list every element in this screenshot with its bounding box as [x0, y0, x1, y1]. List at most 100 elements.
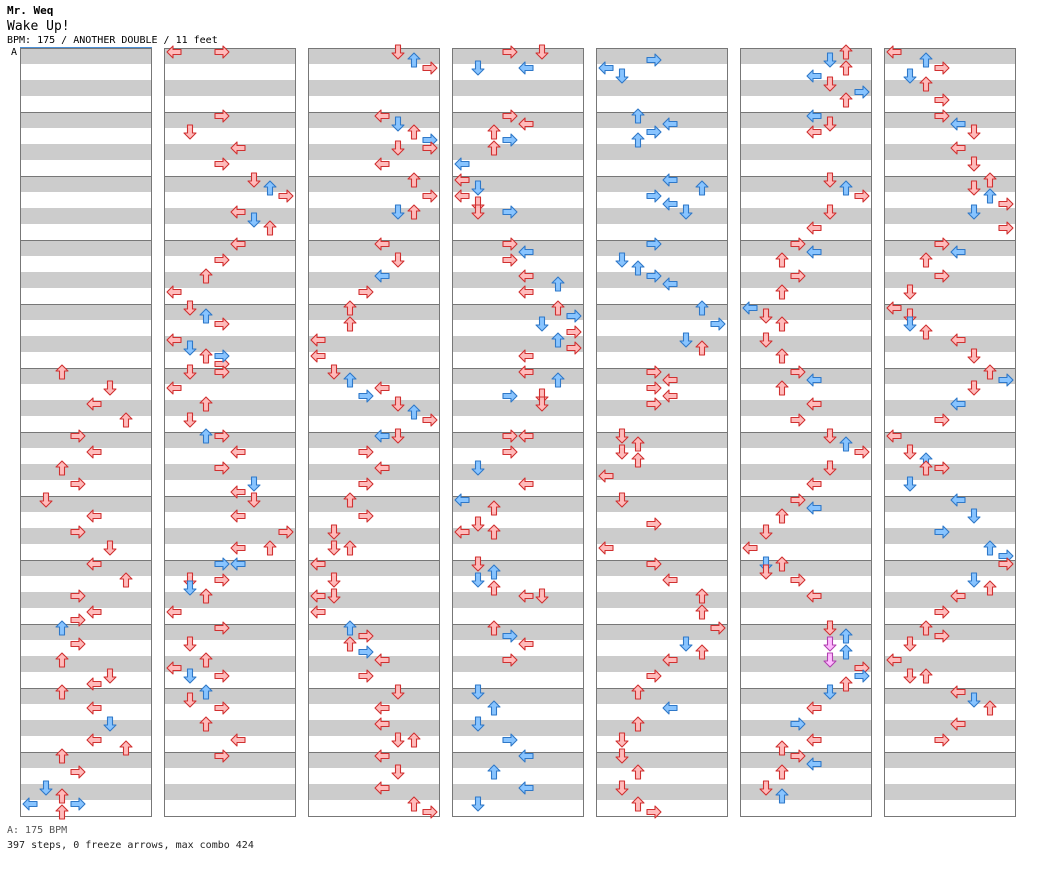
arrow-up-icon — [487, 700, 501, 716]
arrow-up-icon — [343, 372, 357, 388]
arrow-right-icon — [790, 269, 806, 283]
arrow-up-icon — [551, 276, 565, 292]
row-stripe — [308, 256, 440, 272]
row-stripe — [164, 800, 296, 816]
row-stripe — [164, 496, 296, 512]
arrow-left-icon — [742, 541, 758, 555]
arrow-up-icon — [631, 684, 645, 700]
arrow-up-icon — [263, 180, 277, 196]
row-stripe — [20, 768, 152, 784]
arrow-left-icon — [598, 469, 614, 483]
row-stripe — [884, 640, 1016, 656]
arrow-left-icon — [806, 125, 822, 139]
arrow-down-icon — [183, 340, 197, 356]
arrow-left-icon — [166, 381, 182, 395]
arrow-right-icon — [422, 805, 438, 819]
arrow-right-icon — [854, 85, 870, 99]
row-stripe — [20, 688, 152, 704]
arrow-down-icon — [967, 348, 981, 364]
artist-name: Mr. Weq — [7, 4, 54, 17]
row-stripe — [452, 384, 584, 400]
arrow-up-icon — [839, 436, 853, 452]
arrow-left-icon — [806, 69, 822, 83]
arrow-down-icon — [535, 44, 549, 60]
arrow-left-icon — [518, 349, 534, 363]
arrow-down-icon — [183, 364, 197, 380]
arrow-down-icon — [391, 252, 405, 268]
row-stripe — [308, 592, 440, 608]
arrow-left-icon — [310, 557, 326, 571]
row-stripe — [740, 112, 872, 128]
arrow-up-icon — [487, 764, 501, 780]
row-stripe — [308, 464, 440, 480]
row-stripe — [884, 784, 1016, 800]
chart-column — [452, 48, 584, 817]
arrow-left-icon — [662, 277, 678, 291]
row-stripe — [884, 592, 1016, 608]
arrow-left-icon — [950, 245, 966, 259]
arrow-right-icon — [998, 557, 1014, 571]
row-stripe — [308, 80, 440, 96]
column-border — [308, 48, 440, 817]
row-stripe — [308, 240, 440, 256]
arrow-up-icon — [775, 764, 789, 780]
arrow-left-icon — [166, 605, 182, 619]
arrow-up-icon — [695, 180, 709, 196]
arrow-up-icon — [343, 636, 357, 652]
row-stripe — [884, 240, 1016, 256]
row-stripe — [884, 80, 1016, 96]
arrow-right-icon — [70, 525, 86, 539]
arrow-left-icon — [806, 373, 822, 387]
arrow-down-icon — [759, 780, 773, 796]
row-stripe — [596, 336, 728, 352]
row-stripe — [884, 672, 1016, 688]
arrow-left-icon — [454, 173, 470, 187]
column-border — [164, 48, 296, 817]
arrow-right-icon — [790, 365, 806, 379]
arrow-up-icon — [631, 796, 645, 812]
arrow-right-icon — [566, 309, 582, 323]
arrow-up-icon — [487, 524, 501, 540]
arrow-right-icon — [502, 733, 518, 747]
row-stripe — [452, 320, 584, 336]
row-stripe — [740, 784, 872, 800]
row-stripe — [452, 720, 584, 736]
row-stripe — [452, 656, 584, 672]
arrow-right-icon — [790, 237, 806, 251]
row-stripe — [452, 128, 584, 144]
row-stripe — [308, 528, 440, 544]
row-stripe — [164, 416, 296, 432]
row-stripe — [20, 320, 152, 336]
row-stripe — [164, 288, 296, 304]
row-stripe — [308, 112, 440, 128]
arrow-down-icon — [327, 572, 341, 588]
row-stripe — [164, 448, 296, 464]
arrow-up-icon — [199, 268, 213, 284]
row-stripe — [452, 368, 584, 384]
row-stripe — [740, 48, 872, 64]
row-stripe — [740, 672, 872, 688]
row-stripe — [164, 368, 296, 384]
arrow-right-icon — [646, 189, 662, 203]
arrow-right-icon — [646, 557, 662, 571]
arrow-down-icon — [391, 764, 405, 780]
row-stripe — [20, 208, 152, 224]
row-stripe — [884, 144, 1016, 160]
arrow-down-icon — [903, 68, 917, 84]
row-stripe — [308, 752, 440, 768]
row-stripe — [596, 400, 728, 416]
row-stripe — [308, 96, 440, 112]
arrow-left-icon — [22, 797, 38, 811]
row-stripe — [20, 96, 152, 112]
arrow-left-icon — [230, 509, 246, 523]
arrow-left-icon — [518, 365, 534, 379]
arrow-right-icon — [934, 525, 950, 539]
row-stripe — [740, 240, 872, 256]
arrow-left-icon — [86, 397, 102, 411]
arrow-left-icon — [950, 493, 966, 507]
arrow-right-icon — [214, 461, 230, 475]
arrow-left-icon — [950, 717, 966, 731]
arrow-up-icon — [55, 684, 69, 700]
row-stripe — [596, 128, 728, 144]
bpm-marker-line — [20, 47, 152, 48]
